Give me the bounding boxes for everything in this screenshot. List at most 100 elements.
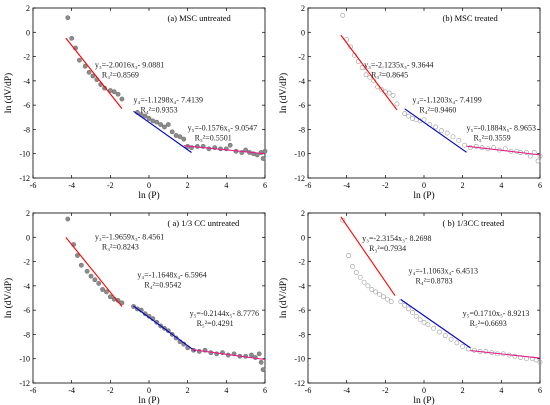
y-tick-label: 0: [26, 233, 30, 242]
r-squared-text: R₅²=0.5501: [195, 134, 232, 143]
y-tick-label: -4: [23, 77, 30, 86]
data-point: [353, 270, 359, 275]
data-point: [527, 153, 533, 159]
r-squared-text: R₄²=0.9460: [419, 106, 456, 115]
r-squared-text: R₄²=0.9353: [141, 106, 178, 115]
data-point: [537, 359, 543, 365]
x-tick-label: 6: [538, 181, 542, 190]
data-point: [406, 113, 411, 119]
chart-panel-4: -6 -4 -2 0 2 4 6 -12 -10 -8 -6 -4 -2 0 2 ln (P) ln (dV/d…: [278, 209, 543, 405]
fit-line-2: [404, 108, 467, 153]
equation-text: y₄=-1.1298x₄- 7.4139: [134, 96, 203, 105]
data-point: [158, 122, 163, 127]
data-point: [456, 137, 462, 143]
x-tick-label: 2: [461, 386, 465, 395]
chart-panel-3: -6 -4 -2 0 2 4 6 -12 -10 -8 -6 -4 -2 0 2 ln (P) ln (dV/d…: [3, 209, 267, 405]
y-tick-label: 2: [301, 209, 305, 218]
y-tick-label: 0: [26, 28, 30, 37]
x-tick-label: -6: [30, 181, 37, 190]
equation-text: y₃=-1.9659x₃- 8.4561: [95, 233, 164, 242]
x-tick-label: 4: [224, 181, 228, 190]
r-squared-text: R₃²=0.7934: [369, 244, 406, 253]
equation-1: y₃=-2.3154x₃- 8.2698 R₃²=0.7934: [362, 234, 431, 253]
data-point: [438, 128, 444, 134]
data-point: [448, 336, 454, 342]
y-tick-label: -12: [294, 174, 305, 183]
data-point: [249, 352, 254, 358]
chart-title: (a) MSC untreated: [168, 13, 232, 23]
y-tick-label: -8: [298, 125, 305, 134]
x-tick-label: -6: [305, 181, 312, 190]
data-point: [111, 89, 117, 95]
fit-line-3: [183, 145, 266, 155]
data-point: [483, 349, 489, 354]
x-tick-label: 0: [147, 386, 151, 395]
plot-frame: [307, 7, 541, 179]
y-tick-label: -12: [19, 379, 30, 388]
data-point: [537, 153, 543, 159]
y-axis-label: ln (dV/dP): [3, 278, 14, 318]
r-squared-text: R₅²=0.3559: [474, 134, 511, 143]
data-point: [75, 253, 80, 258]
x-tick-label: 4: [224, 386, 228, 395]
data-point: [467, 145, 473, 151]
data-point: [357, 274, 363, 280]
equation-text: y₅=-0.1576x₅- 9.0547: [188, 124, 257, 133]
fit-line-2: [133, 110, 192, 153]
fit-line-1: [65, 236, 123, 307]
x-tick-label: 0: [147, 181, 151, 190]
data-point: [409, 116, 415, 121]
equation-1: y₃=-2.0016x₃- 9.0881 R₃²=0.8569: [95, 61, 164, 80]
x-tick-label: 6: [263, 386, 267, 395]
y-tick-label: -10: [294, 150, 305, 159]
x-tick-label: 6: [538, 386, 542, 395]
data-point: [359, 65, 365, 70]
x-axis-label: ln (P): [138, 395, 159, 405]
data-point: [437, 329, 442, 335]
r-squared-text: R₅²=0.4291: [197, 319, 234, 328]
y-tick-label: 0: [301, 28, 305, 37]
data-point: [433, 124, 438, 130]
data-point: [69, 35, 75, 41]
y-tick-label: -4: [298, 77, 305, 86]
y-axis-label: ln (dV/dP): [3, 73, 14, 113]
r-squared-text: R₃²=0.8569: [102, 71, 139, 80]
data-point: [444, 130, 450, 136]
y-tick-label: -8: [298, 330, 305, 339]
equation-text: y₅=-0.1884x₅- 8.9653: [467, 124, 536, 133]
x-tick-label: 0: [422, 181, 426, 190]
y-tick-label: -6: [298, 101, 305, 110]
y-tick-label: -2: [23, 53, 30, 62]
data-point: [361, 279, 367, 285]
x-tick-label: -2: [107, 181, 114, 190]
fit-line-2: [400, 299, 471, 349]
data-point: [473, 144, 479, 149]
y-tick-label: -2: [23, 258, 30, 267]
data-point: [417, 317, 423, 323]
data-point: [256, 351, 262, 357]
equation-2: y₄=-1.1203x₄- 7.4199 R₄²=0.9460: [412, 96, 481, 115]
x-tick-label: 4: [499, 386, 503, 395]
x-tick-label: 0: [422, 386, 426, 395]
y-tick-label: -8: [23, 125, 30, 134]
data-point: [65, 15, 71, 21]
y-axis-label: ln (dV/dP): [278, 278, 289, 318]
data-point: [512, 353, 518, 359]
y-tick-label: -10: [19, 355, 30, 364]
data-point: [365, 283, 371, 289]
fit-line-2: [133, 305, 196, 352]
data-point: [92, 277, 98, 283]
data-point: [402, 111, 408, 117]
chart-title: ( a) 1/3 CC untreated: [168, 218, 241, 228]
x-tick-label: -4: [343, 181, 350, 190]
data-point: [119, 96, 125, 102]
fit-line-3: [191, 349, 266, 361]
x-tick-label: 2: [186, 181, 190, 190]
data-point: [390, 93, 396, 98]
equation-3: y₅=0.1710x₅- 8.9213 R₅²=0.6693: [463, 309, 530, 328]
data-point: [90, 73, 96, 79]
data-point: [262, 148, 268, 154]
data-point: [450, 134, 456, 140]
data-point: [258, 359, 264, 365]
fit-line-1: [340, 34, 398, 111]
